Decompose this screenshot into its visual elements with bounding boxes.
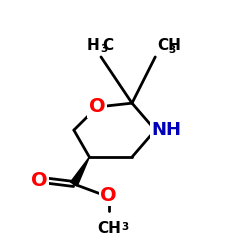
Text: O: O [89, 98, 106, 116]
Text: 3: 3 [121, 222, 128, 232]
Text: O: O [100, 186, 117, 205]
Text: 3: 3 [100, 44, 107, 54]
Text: 3: 3 [168, 45, 176, 55]
Text: CH: CH [157, 38, 181, 53]
Text: H: H [86, 38, 99, 53]
Text: O: O [31, 171, 47, 190]
Text: NH: NH [151, 121, 181, 139]
Text: CH: CH [97, 220, 121, 236]
Text: C: C [102, 38, 114, 54]
Polygon shape [70, 157, 90, 186]
